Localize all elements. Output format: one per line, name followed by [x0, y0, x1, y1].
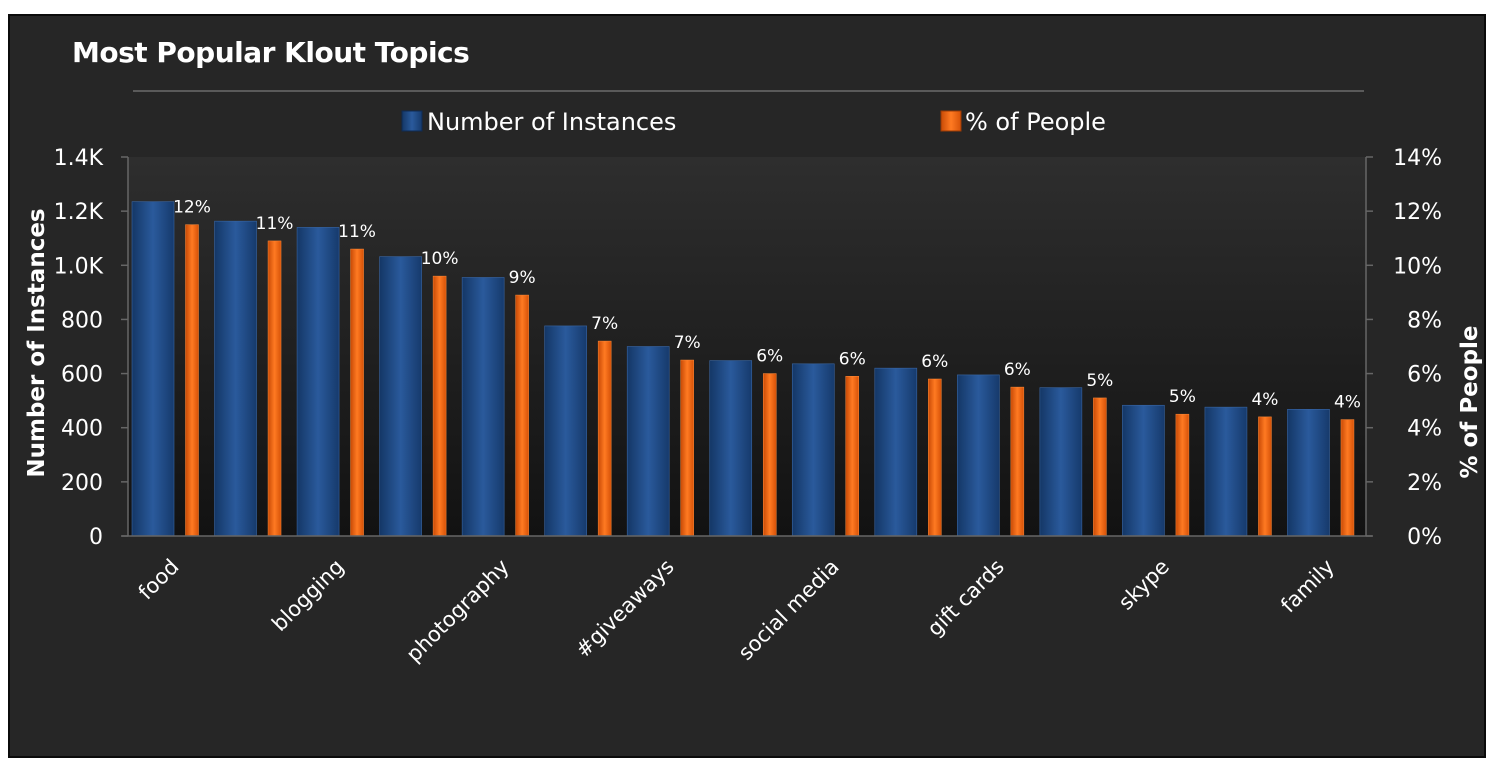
y-axis-title-left: Number of Instances [24, 208, 50, 477]
x-category-label: skype [1114, 555, 1174, 615]
bar-people [185, 224, 199, 537]
x-category-label: social media [734, 555, 844, 665]
data-label-people: 5% [1086, 371, 1113, 391]
legend-label-instances: Number of Instances [427, 108, 676, 136]
y-tick-label-right: 14% [1393, 146, 1442, 171]
bar-people [1010, 386, 1025, 537]
data-label-people: 11% [338, 222, 376, 242]
data-label-people: 5% [1169, 387, 1196, 407]
data-label-people: 9% [509, 268, 536, 288]
data-label-people: 4% [1251, 390, 1278, 410]
bar-instances [874, 367, 918, 537]
y-tick-label-left: 600 [61, 363, 103, 388]
y-tick-label-left: 800 [61, 308, 103, 333]
bar-instances [379, 256, 422, 537]
y-tick-label-right: 2% [1407, 471, 1442, 496]
bar-instances [296, 227, 340, 537]
bar-people [1340, 419, 1355, 537]
data-label-people: 11% [256, 214, 294, 234]
bar-instances [957, 374, 1000, 537]
y-tick-label-left: 1.0K [54, 254, 104, 279]
bar-people [845, 376, 860, 537]
bar-people [928, 378, 942, 537]
bar-people [515, 294, 529, 537]
bar-people [1175, 413, 1190, 537]
bar-people [432, 275, 447, 537]
bar-instances [1204, 406, 1248, 537]
bar-people [350, 248, 364, 537]
y-tick-label-left: 0 [89, 525, 103, 550]
y-tick-label-right: 8% [1407, 308, 1442, 333]
bar-people [1258, 416, 1272, 537]
data-label-people: 7% [674, 333, 701, 353]
y-tick-label-right: 4% [1407, 417, 1442, 442]
legend-label-people: % of People [965, 108, 1106, 136]
data-label-people: 6% [839, 349, 866, 369]
y-tick-label-right: 6% [1407, 363, 1442, 388]
y-tick-label-left: 200 [61, 471, 103, 496]
chart-title: Most Popular Klout Topics [72, 36, 470, 69]
data-label-people: 12% [173, 198, 211, 218]
x-category-label: photography [402, 555, 514, 667]
legend-swatch-people [940, 110, 962, 132]
bar-instances [461, 277, 505, 537]
bar-instances [1039, 387, 1083, 537]
data-label-people: 6% [1004, 360, 1031, 380]
bar-instances [626, 346, 670, 537]
y-tick-label-right: 10% [1393, 254, 1442, 279]
x-category-label: food [134, 555, 184, 605]
x-category-label: #giveaways [571, 555, 679, 663]
bar-people [267, 240, 282, 537]
data-label-people: 6% [756, 347, 783, 367]
legend-swatch-instances [401, 110, 423, 132]
y-tick-label-left: 1.2K [54, 200, 104, 225]
y-tick-label-right: 12% [1393, 200, 1442, 225]
bar-instances [709, 360, 753, 537]
y-tick-label-left: 400 [61, 417, 103, 442]
y-axis-title-right: % of People [1457, 325, 1483, 478]
y-tick-label-left: 1.4K [54, 146, 104, 171]
bar-people [1093, 397, 1107, 537]
y-tick-label-right: 0% [1407, 525, 1442, 550]
data-label-people: 7% [591, 314, 618, 334]
data-label-people: 4% [1334, 393, 1361, 413]
bar-instances [544, 325, 587, 537]
x-category-label: family [1276, 555, 1339, 618]
bar-instances [1287, 409, 1330, 537]
data-label-people: 6% [921, 352, 948, 372]
bar-instances [1122, 404, 1165, 537]
bar-instances [131, 201, 175, 537]
data-label-people: 10% [421, 249, 459, 269]
bar-people [680, 359, 694, 537]
x-category-label: gift cards [923, 555, 1009, 641]
bar-instances [214, 220, 257, 537]
bar-people [597, 340, 612, 537]
bar-instances [791, 363, 835, 537]
bar-people [762, 373, 777, 537]
x-category-label: blogging [267, 555, 348, 636]
